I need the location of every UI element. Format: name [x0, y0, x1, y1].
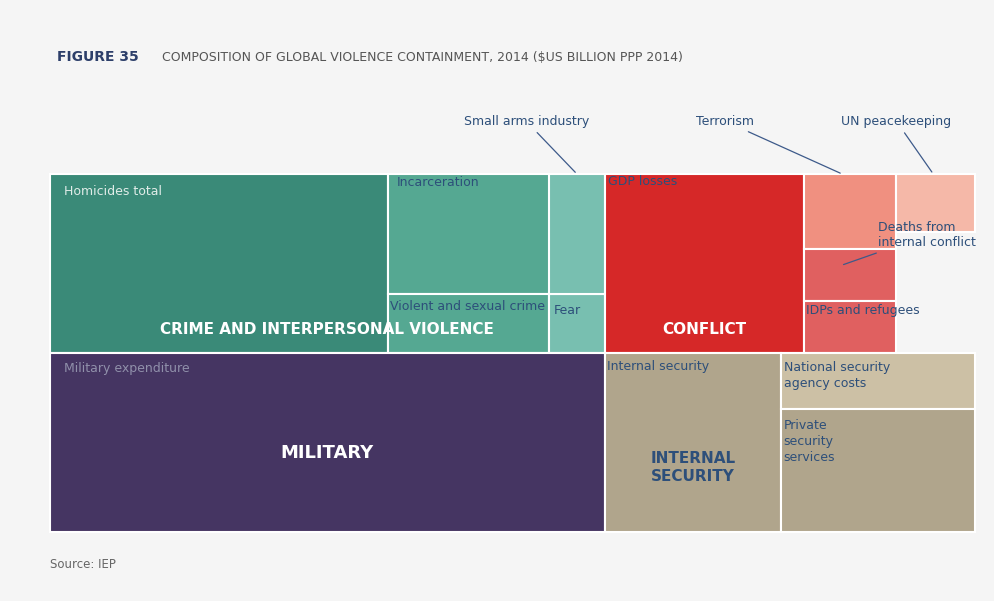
Bar: [803, 301, 896, 353]
Text: GDP losses: GDP losses: [607, 175, 676, 188]
Text: Homicides total: Homicides total: [64, 185, 161, 198]
Text: Internal security: Internal security: [606, 360, 708, 373]
Bar: [387, 174, 568, 294]
Text: Incarceration: Incarceration: [397, 176, 479, 189]
Bar: [387, 294, 549, 353]
Bar: [780, 353, 974, 409]
Bar: [549, 294, 604, 353]
Text: Private
security
services: Private security services: [782, 419, 834, 464]
Text: Terrorism: Terrorism: [696, 115, 839, 173]
Text: Fear: Fear: [554, 304, 580, 317]
Text: COMPOSITION OF GLOBAL VIOLENCE CONTAINMENT, 2014 ($US BILLION PPP 2014): COMPOSITION OF GLOBAL VIOLENCE CONTAINME…: [154, 50, 683, 64]
Text: National security
agency costs: National security agency costs: [782, 361, 889, 390]
Text: UN peacekeeping: UN peacekeeping: [841, 115, 950, 172]
Bar: [780, 409, 974, 532]
Text: FIGURE 35: FIGURE 35: [57, 50, 138, 64]
Bar: [896, 174, 974, 231]
Text: IDPs and refugees: IDPs and refugees: [805, 304, 918, 317]
Bar: [604, 174, 803, 353]
Text: Source: IEP: Source: IEP: [50, 558, 115, 571]
Text: MILITARY: MILITARY: [280, 444, 374, 462]
Bar: [50, 174, 387, 353]
Bar: [50, 353, 604, 532]
Text: Small arms industry: Small arms industry: [463, 115, 588, 172]
Bar: [549, 174, 604, 294]
Text: INTERNAL
SECURITY: INTERNAL SECURITY: [650, 451, 735, 484]
Text: Military expenditure: Military expenditure: [64, 362, 189, 375]
Bar: [604, 353, 780, 532]
Text: CRIME AND INTERPERSONAL VIOLENCE: CRIME AND INTERPERSONAL VIOLENCE: [160, 322, 494, 337]
Bar: [803, 249, 896, 301]
Text: Violent and sexual crime: Violent and sexual crime: [390, 300, 545, 313]
Text: Deaths from
internal conflict: Deaths from internal conflict: [843, 221, 975, 264]
Bar: [803, 174, 896, 249]
Text: CONFLICT: CONFLICT: [661, 322, 746, 337]
